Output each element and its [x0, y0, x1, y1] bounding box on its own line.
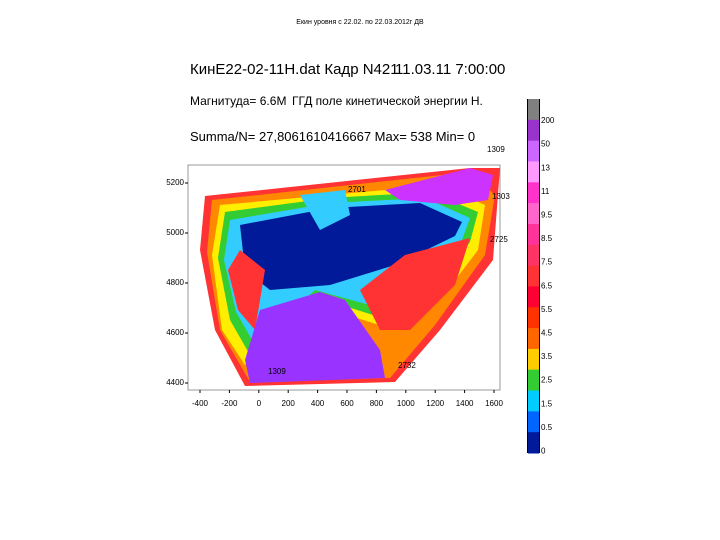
zone [300, 190, 350, 230]
legend-label: 3.5 [541, 352, 553, 361]
zone [360, 238, 470, 330]
y-tick-label: 5200 [166, 178, 184, 187]
legend-label: 0.5 [541, 423, 553, 432]
station-label: 1309 [268, 367, 286, 376]
x-tick-label: -400 [192, 399, 209, 408]
station-label: 2732 [398, 361, 416, 370]
datetime: 11.03.11 7:00:00 [395, 61, 506, 78]
legend-label: 13 [541, 163, 550, 172]
legend-label: 7.5 [541, 258, 553, 267]
colorbar-segment [528, 119, 539, 142]
station-label: 2701 [348, 185, 366, 194]
colorbar-segment [528, 286, 539, 308]
legend-label: 11 [541, 187, 550, 196]
legend-label: 5.5 [541, 305, 553, 314]
field-name: ГГД поле кинетической энергии H. [292, 94, 483, 108]
x-tick-label: 200 [282, 399, 296, 408]
colorbar-segment [528, 161, 539, 183]
caption: Екин уровня с 22.02. по 22.03.2012г ДВ [296, 19, 424, 26]
y-tick-label: 4400 [166, 378, 184, 387]
colorbar-segment [528, 328, 539, 350]
colorbar-segment [528, 307, 539, 329]
colorbar-segment [528, 369, 539, 392]
legend-label: 50 [541, 140, 550, 149]
colorbar-segment [528, 411, 539, 433]
colorbar-segment [528, 182, 539, 204]
legend-label: 4.5 [541, 329, 553, 338]
y-tick-label: 5000 [166, 228, 184, 237]
colorbar-segment [528, 244, 539, 267]
y-tick-label: 4600 [166, 328, 184, 337]
x-tick-label: 600 [340, 399, 354, 408]
station-label: 1303 [492, 192, 510, 201]
x-tick-label: 400 [311, 399, 325, 408]
x-tick-label: 800 [370, 399, 384, 408]
colorbar-segment [528, 140, 539, 162]
zone [228, 250, 265, 330]
x-tick-label: 1400 [456, 399, 474, 408]
station-label: 2725 [490, 235, 508, 244]
colorbar-segment [528, 432, 539, 454]
colorbar-segment [528, 99, 539, 121]
station-label: 1309 [487, 145, 505, 154]
stats: Summa/N= 27,8061610416667 Max= 538 Min= … [190, 129, 476, 144]
zone [240, 203, 462, 290]
colorbar-segment [528, 223, 539, 246]
x-tick-label: -200 [221, 399, 238, 408]
y-tick-label: 4800 [166, 278, 184, 287]
colorbar-segment [528, 390, 539, 412]
colorbar-segment [528, 203, 539, 225]
magnitude: Магнитуда= 6.6M [190, 94, 287, 108]
file-title: КинE22-02-11H.dat Кадр N421 [190, 61, 399, 78]
colorbar-segment [528, 265, 539, 287]
zone [245, 292, 385, 383]
legend-label: 8.5 [541, 234, 553, 243]
x-tick-label: 1000 [397, 399, 415, 408]
legend-label: 0 [541, 447, 546, 456]
legend-label: 1.5 [541, 399, 553, 408]
legend-label: 200 [541, 116, 555, 125]
legend-label: 9.5 [541, 211, 553, 220]
x-tick-label: 1600 [485, 399, 503, 408]
zone [385, 168, 493, 205]
legend-label: 6.5 [541, 281, 553, 290]
x-tick-label: 0 [257, 399, 262, 408]
legend-label: 2.5 [541, 376, 553, 385]
colorbar-segment [528, 348, 539, 371]
x-tick-label: 1200 [426, 399, 444, 408]
